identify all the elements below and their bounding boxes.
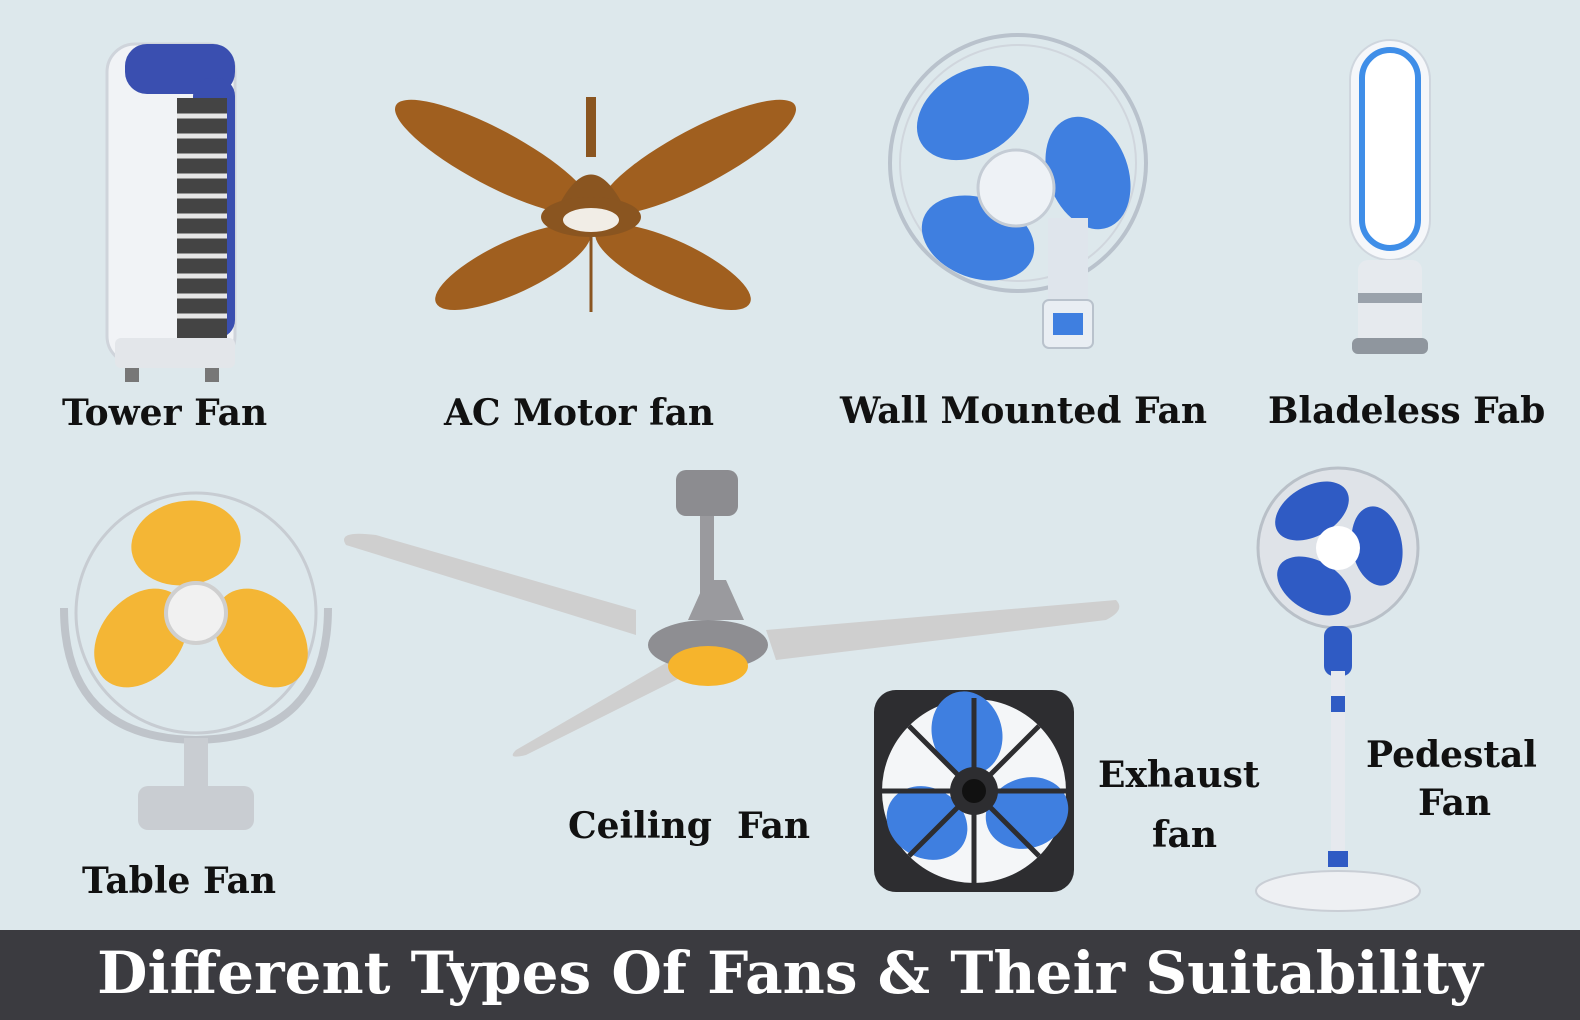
pedestal-fan-label-line1: Pedestal xyxy=(1366,734,1537,776)
ceiling-fan-icon xyxy=(344,470,1120,757)
wall-mounted-fan-label: Wall Mounted Fan xyxy=(840,390,1208,432)
bladeless-fan-icon xyxy=(1349,39,1431,354)
table-fan-icon xyxy=(60,491,332,830)
exhaust-fan-icon xyxy=(874,690,1074,892)
wall-mounted-fan-icon xyxy=(888,33,1148,349)
ac-motor-fan-label: AC Motor fan xyxy=(444,392,715,434)
footer-title: Different Types Of Fans & Their Suitabil… xyxy=(0,930,1580,1020)
exhaust-fan-label-line2: fan xyxy=(1152,814,1217,856)
bladeless-fan-label: Bladeless Fab xyxy=(1268,390,1546,432)
pedestal-fan-label-line2: Fan xyxy=(1418,782,1492,824)
ceiling-fan-label: Ceiling Fan xyxy=(568,805,811,847)
exhaust-fan-label-line1: Exhaust xyxy=(1098,754,1260,796)
pedestal-fan-icon xyxy=(1255,466,1421,912)
tower-fan-label: Tower Fan xyxy=(62,392,268,434)
ac-motor-fan-icon xyxy=(394,97,797,312)
table-fan-label: Table Fan xyxy=(82,860,277,902)
tower-fan-icon xyxy=(105,42,237,382)
